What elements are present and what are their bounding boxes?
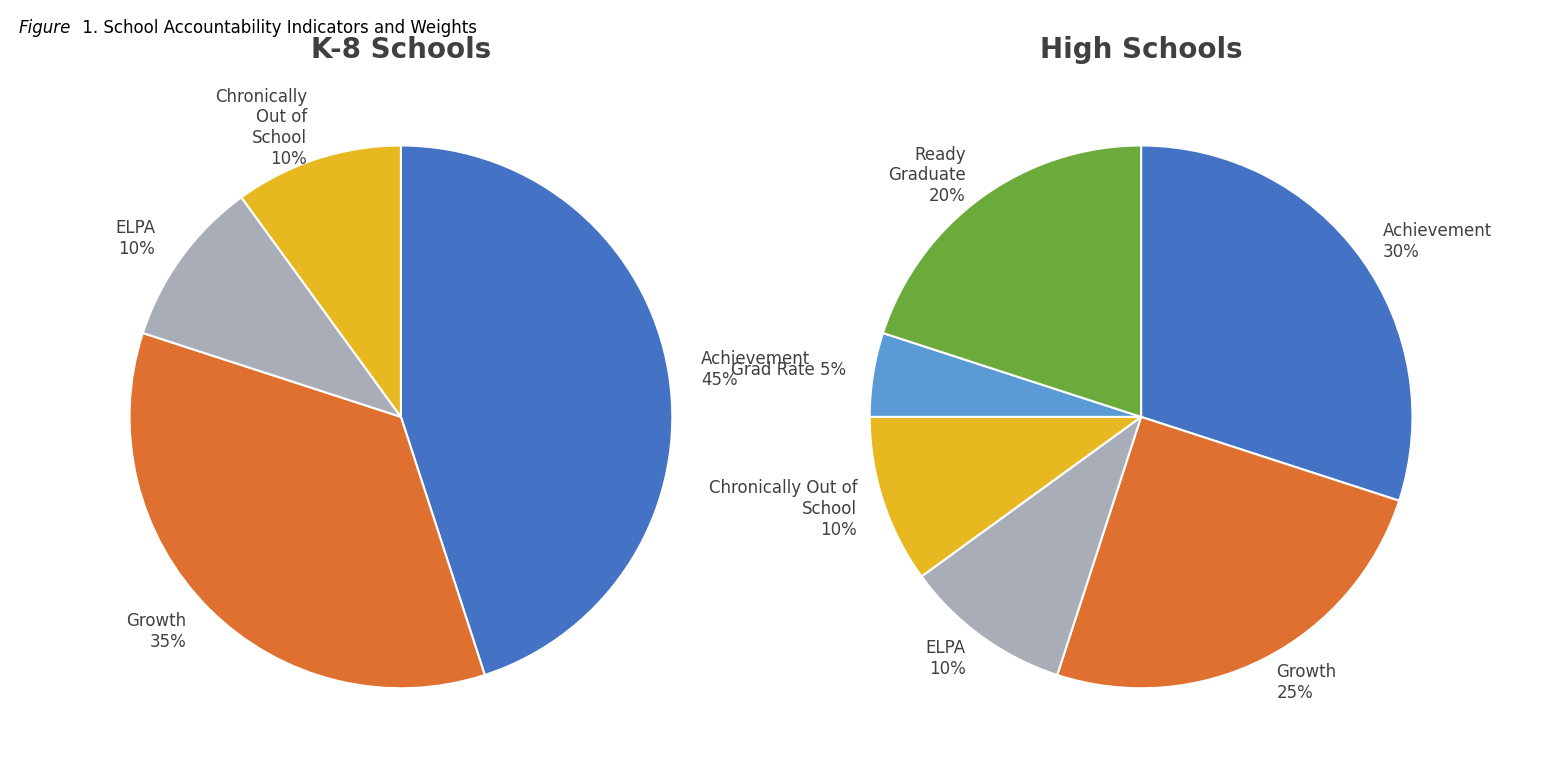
Text: Chronically Out of
School
10%: Chronically Out of School 10%	[708, 479, 857, 539]
Wedge shape	[870, 417, 1141, 577]
Text: Achievement
30%: Achievement 30%	[1383, 222, 1491, 261]
Text: 1. School Accountability Indicators and Weights: 1. School Accountability Indicators and …	[77, 19, 476, 37]
Text: Growth
25%: Growth 25%	[1277, 663, 1337, 703]
Text: Achievement
45%: Achievement 45%	[702, 350, 811, 389]
Wedge shape	[143, 198, 401, 417]
Wedge shape	[1058, 417, 1399, 689]
Wedge shape	[401, 145, 672, 675]
Text: Growth
35%: Growth 35%	[126, 612, 187, 652]
Text: Chronically
Out of
School
10%: Chronically Out of School 10%	[214, 87, 307, 168]
Wedge shape	[1141, 145, 1412, 501]
Text: ELPA
10%: ELPA 10%	[925, 639, 965, 678]
Text: Ready
Graduate
20%: Ready Graduate 20%	[888, 146, 965, 205]
Wedge shape	[870, 333, 1141, 417]
Wedge shape	[884, 145, 1141, 417]
Wedge shape	[242, 145, 401, 417]
Wedge shape	[130, 333, 484, 689]
Title: High Schools: High Schools	[1039, 36, 1243, 64]
Text: Grad Rate 5%: Grad Rate 5%	[731, 361, 847, 379]
Wedge shape	[922, 417, 1141, 675]
Text: Figure: Figure	[19, 19, 71, 37]
Text: ELPA
10%: ELPA 10%	[116, 218, 156, 258]
Title: K-8 Schools: K-8 Schools	[311, 36, 490, 64]
